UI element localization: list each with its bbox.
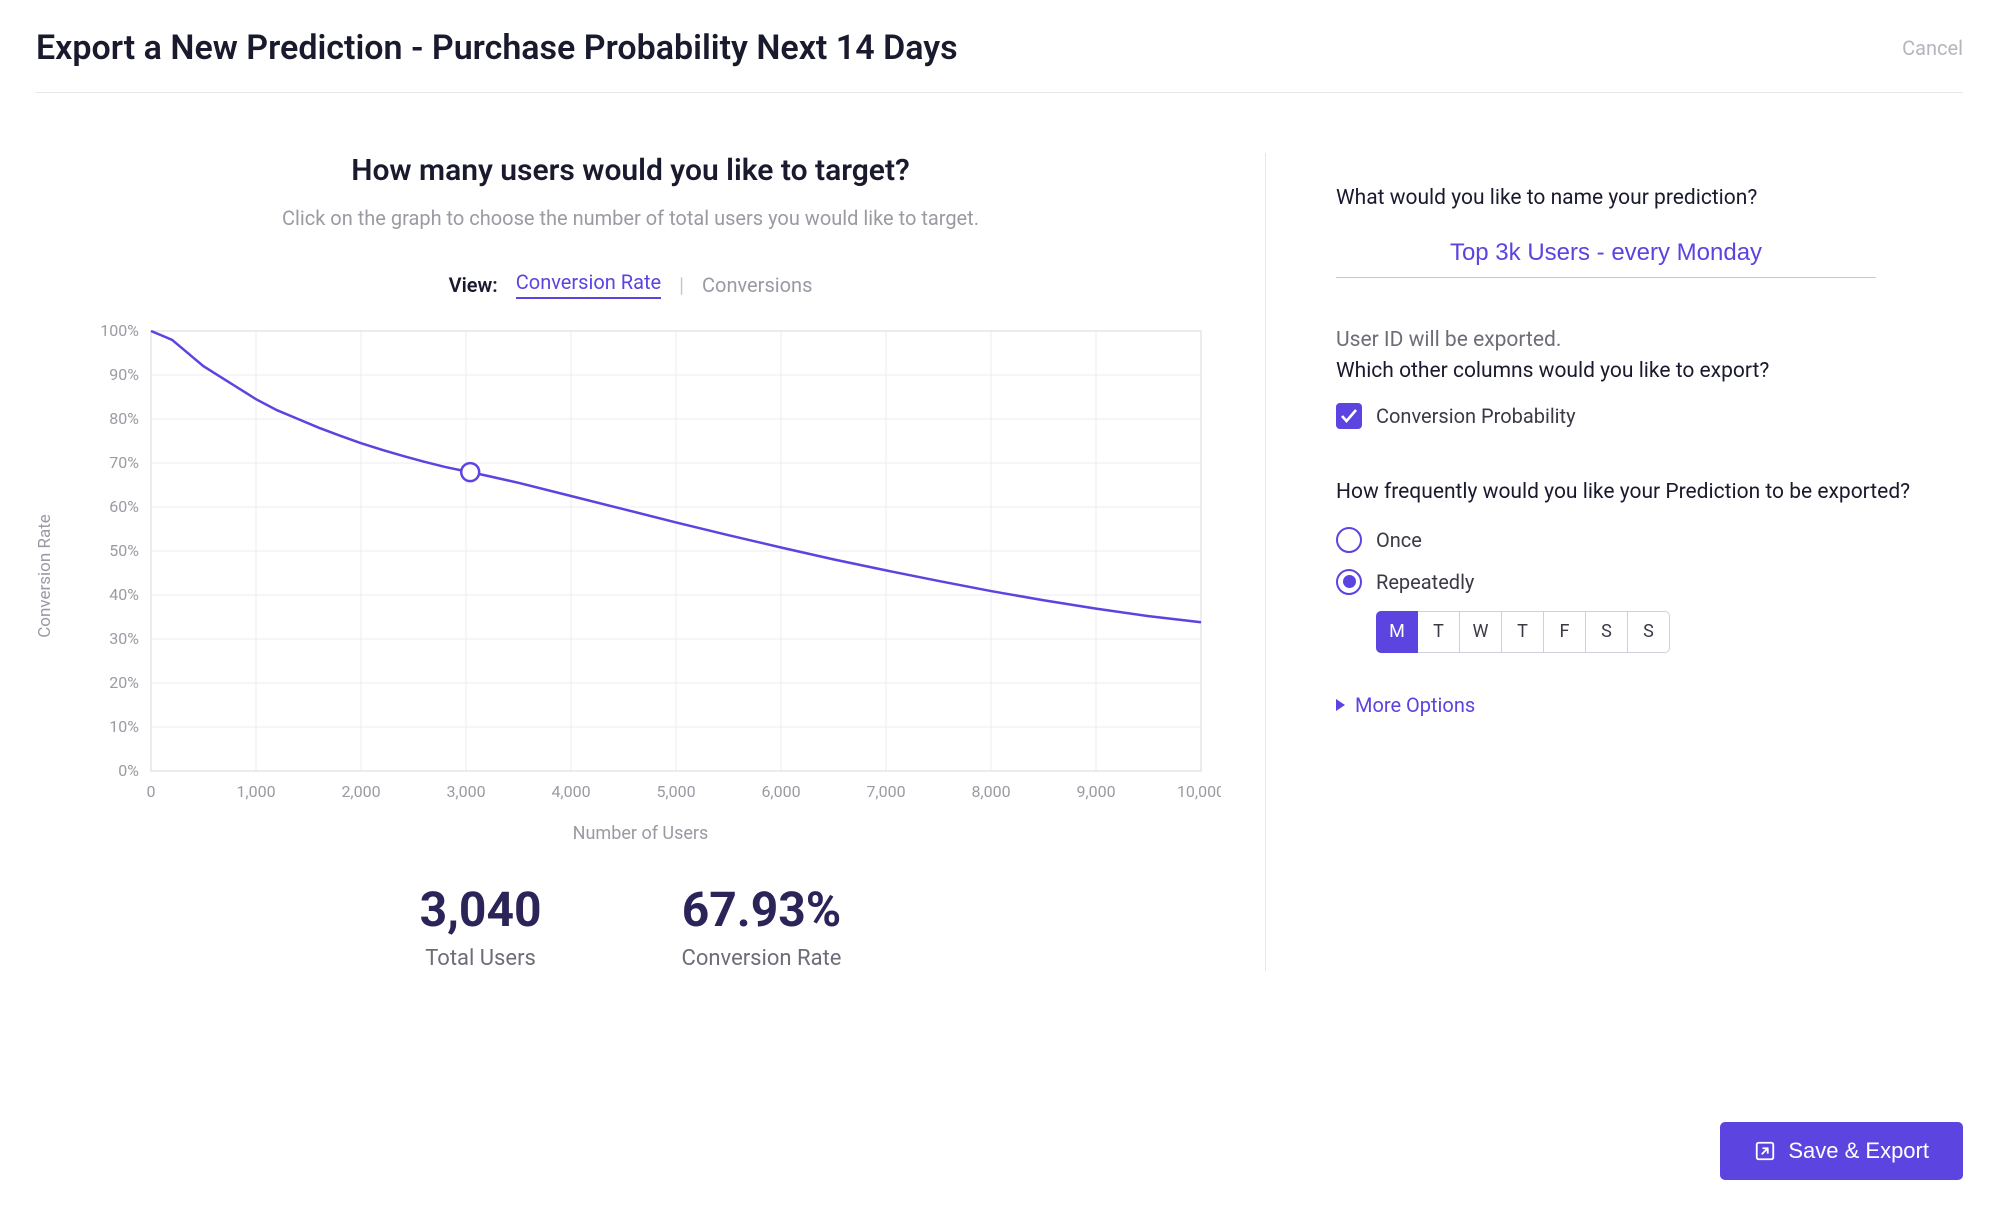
name-question: What would you like to name your predict… — [1336, 183, 1963, 215]
stat-conversion-rate: 67.93% Conversion Rate — [682, 881, 842, 971]
left-panel: How many users would you like to target?… — [36, 153, 1266, 971]
chart-x-axis-title: Number of Users — [61, 823, 1221, 844]
svg-text:90%: 90% — [109, 365, 139, 384]
tab-conversions[interactable]: Conversions — [702, 273, 812, 297]
radio-repeat-indicator — [1336, 569, 1362, 595]
page-header: Export a New Prediction - Purchase Proba… — [36, 28, 1963, 93]
chart-y-axis-title: Conversion Rate — [35, 514, 55, 638]
day-picker: MTWTFSS — [1376, 611, 1963, 653]
prediction-name-input[interactable] — [1336, 233, 1876, 278]
radio-repeat-label: Repeatedly — [1376, 570, 1474, 594]
conversion-rate-label: Conversion Rate — [682, 946, 842, 971]
svg-text:0: 0 — [146, 782, 155, 801]
svg-text:6,000: 6,000 — [761, 782, 800, 801]
svg-text:70%: 70% — [109, 453, 139, 472]
save-export-label: Save & Export — [1788, 1138, 1929, 1164]
day-0[interactable]: M — [1376, 611, 1418, 653]
frequency-question: How frequently would you like your Predi… — [1336, 477, 1963, 509]
save-export-button[interactable]: Save & Export — [1720, 1122, 1963, 1180]
stats-row: 3,040 Total Users 67.93% Conversion Rate — [420, 881, 842, 971]
svg-text:20%: 20% — [109, 673, 139, 692]
radio-once-indicator — [1336, 527, 1362, 553]
export-icon — [1754, 1140, 1776, 1162]
target-hint: Click on the graph to choose the number … — [282, 206, 979, 230]
svg-text:50%: 50% — [109, 541, 139, 560]
page-title: Export a New Prediction - Purchase Proba… — [36, 28, 958, 68]
radio-once-label: Once — [1376, 528, 1422, 552]
svg-text:7,000: 7,000 — [866, 782, 905, 801]
columns-question: Which other columns would you like to ex… — [1336, 356, 1963, 388]
day-2[interactable]: W — [1460, 611, 1502, 653]
svg-text:9,000: 9,000 — [1076, 782, 1115, 801]
day-1[interactable]: T — [1418, 611, 1460, 653]
svg-text:10,000: 10,000 — [1176, 782, 1220, 801]
day-6[interactable]: S — [1628, 611, 1670, 653]
svg-text:1,000: 1,000 — [236, 782, 275, 801]
conversion-rate-value: 67.93% — [682, 881, 842, 938]
stat-total-users: 3,040 Total Users — [420, 881, 542, 971]
checkbox-icon — [1336, 403, 1362, 429]
more-options-toggle[interactable]: More Options — [1336, 693, 1963, 717]
svg-text:5,000: 5,000 — [656, 782, 695, 801]
chart-svg[interactable]: 0% 10% 20% 30% 40% 50% 60% 70% 80% 90% 100% 0 1,000 2… — [61, 321, 1221, 811]
svg-text:2,000: 2,000 — [341, 782, 380, 801]
radio-repeatedly[interactable]: Repeatedly — [1336, 569, 1963, 595]
svg-text:60%: 60% — [109, 497, 139, 516]
target-heading: How many users would you like to target? — [351, 153, 910, 188]
day-3[interactable]: T — [1502, 611, 1544, 653]
total-users-label: Total Users — [420, 946, 542, 971]
svg-text:3,000: 3,000 — [446, 782, 485, 801]
cancel-button[interactable]: Cancel — [1902, 36, 1963, 60]
view-label: View: — [449, 273, 498, 297]
svg-text:8,000: 8,000 — [971, 782, 1010, 801]
svg-text:100%: 100% — [100, 321, 139, 340]
total-users-value: 3,040 — [420, 881, 542, 938]
view-tabs: View: Conversion Rate | Conversions — [449, 270, 813, 299]
checkbox-label: Conversion Probability — [1376, 404, 1576, 428]
tab-separator: | — [679, 273, 684, 297]
radio-once[interactable]: Once — [1336, 527, 1963, 553]
userid-note: User ID will be exported. — [1336, 328, 1963, 352]
svg-text:4,000: 4,000 — [551, 782, 590, 801]
day-5[interactable]: S — [1586, 611, 1628, 653]
svg-text:80%: 80% — [109, 409, 139, 428]
svg-text:10%: 10% — [109, 717, 139, 736]
more-options-label: More Options — [1355, 693, 1475, 717]
checkbox-conversion-probability[interactable]: Conversion Probability — [1336, 403, 1963, 429]
conversion-chart[interactable]: Conversion Rate 0%10%20%30%40%50%60%70%8… — [61, 321, 1221, 811]
right-panel: What would you like to name your predict… — [1266, 153, 1963, 971]
tab-conversion-rate[interactable]: Conversion Rate — [516, 270, 661, 299]
content: How many users would you like to target?… — [36, 93, 1963, 971]
day-4[interactable]: F — [1544, 611, 1586, 653]
svg-text:30%: 30% — [109, 629, 139, 648]
svg-text:40%: 40% — [109, 585, 139, 604]
svg-text:0%: 0% — [118, 761, 139, 780]
triangle-right-icon — [1336, 699, 1345, 711]
